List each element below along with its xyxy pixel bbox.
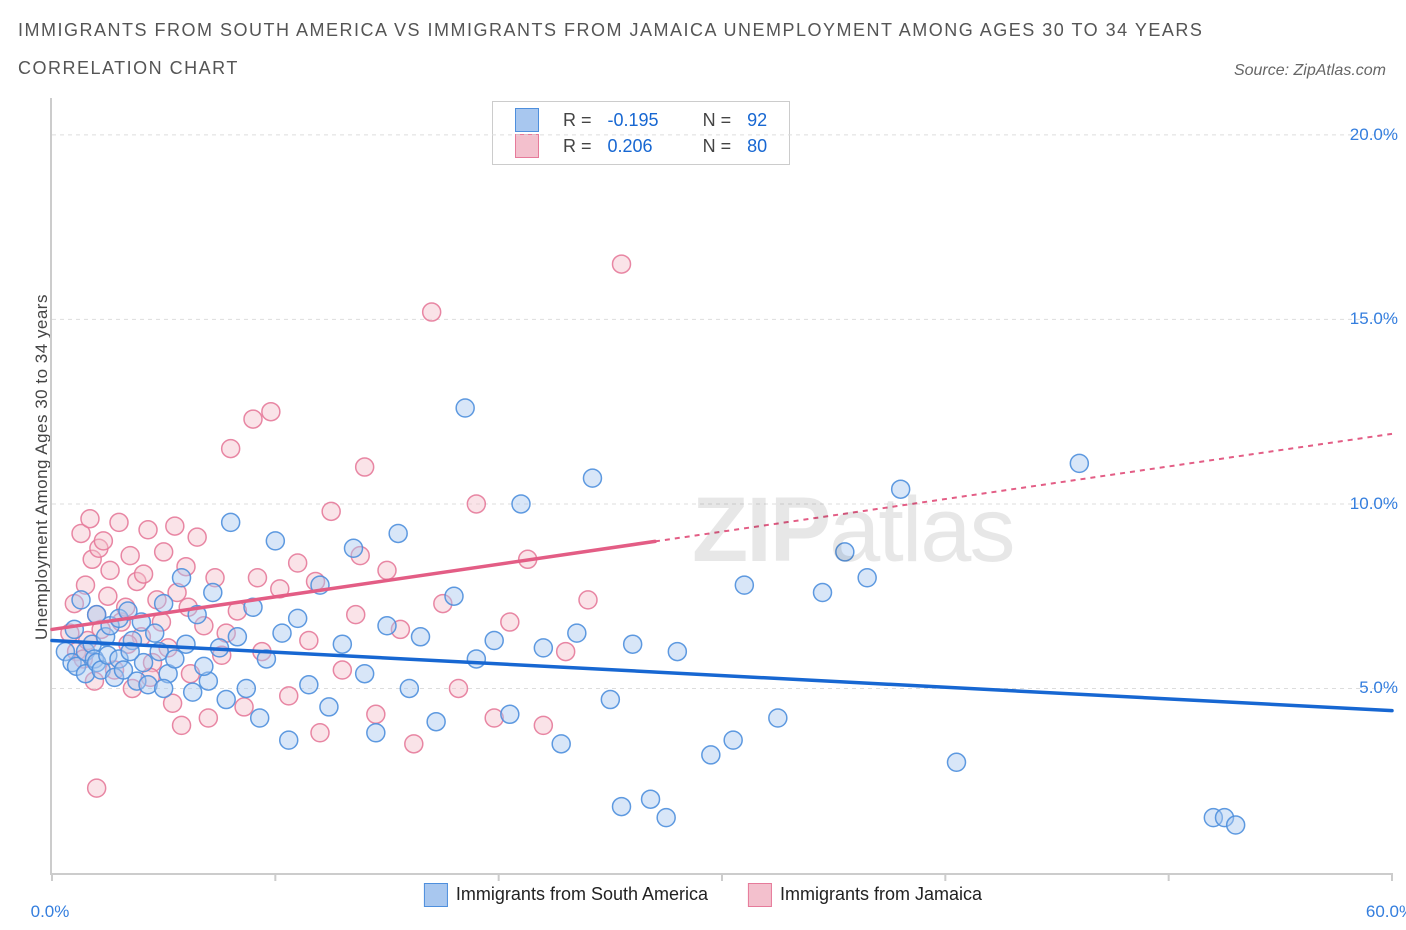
- plot-area: R = -0.195 N = 92 R = 0.206 N = 80 ZIPat: [50, 98, 1392, 875]
- y-tick-label-5: 5.0%: [1359, 678, 1398, 698]
- legend-item-0: Immigrants from South America: [424, 883, 708, 907]
- chart-title-line1: IMMIGRANTS FROM SOUTH AMERICA VS IMMIGRA…: [18, 20, 1203, 41]
- legend-label-0: Immigrants from South America: [456, 884, 708, 904]
- legend-label-1: Immigrants from Jamaica: [780, 884, 982, 904]
- y-axis-title: Unemployment Among Ages 30 to 34 years: [32, 294, 52, 640]
- bottom-legend: Immigrants from South America Immigrants…: [424, 883, 982, 907]
- legend-item-1: Immigrants from Jamaica: [748, 883, 982, 907]
- legend-swatch-0: [424, 883, 448, 907]
- y-tick-label-20: 20.0%: [1350, 125, 1398, 145]
- source-label: Source: ZipAtlas.com: [1234, 62, 1386, 80]
- legend-swatch-1: [748, 883, 772, 907]
- y-tick-label-15: 15.0%: [1350, 309, 1398, 329]
- x-tick-label-min: 0.0%: [31, 902, 70, 922]
- scatter-plot-svg: [52, 98, 1392, 873]
- y-tick-label-10: 10.0%: [1350, 494, 1398, 514]
- chart-title-line2: CORRELATION CHART: [18, 58, 239, 79]
- chart-container: IMMIGRANTS FROM SOUTH AMERICA VS IMMIGRA…: [0, 0, 1406, 930]
- x-tick-label-max: 60.0%: [1366, 902, 1406, 922]
